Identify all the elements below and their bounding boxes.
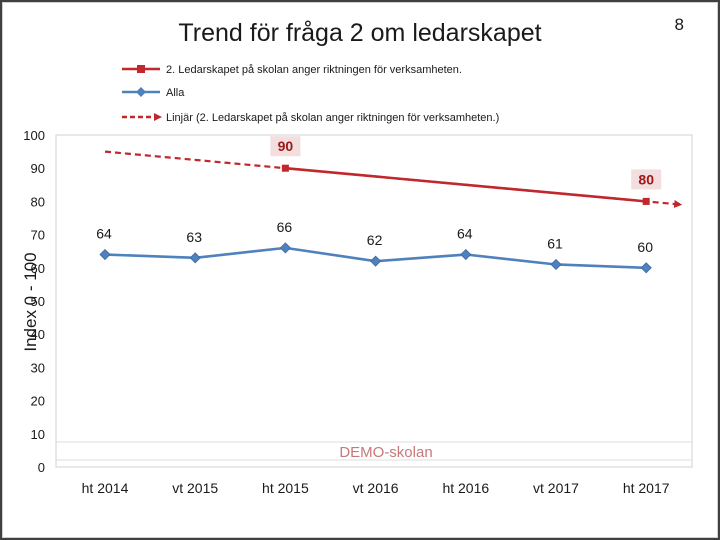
legend-label-alla: Alla (166, 87, 185, 99)
demo-annotation: DEMO-skolan (339, 444, 432, 461)
data-label-question: 80 (638, 171, 654, 187)
y-axis-label: Index 0 - 100 (21, 252, 40, 351)
series-alla-point (370, 255, 382, 267)
series-question-line (285, 166, 647, 203)
data-label-alla: 61 (547, 235, 563, 251)
data-label-alla: 64 (96, 226, 112, 242)
series-question-point (642, 197, 650, 205)
chart-title: Trend för fråga 2 om ledarskapet (178, 19, 541, 47)
data-labels: 90 80 64 63 66 62 64 61 60 (96, 136, 662, 255)
series-alla-point (99, 248, 111, 261)
x-ticks: ht 2014 vt 2015 ht 2015 vt 2016 ht 2016 vt 20… (82, 480, 670, 496)
x-tick-label: ht 2017 (623, 480, 670, 496)
y-tick-label: 70 (31, 228, 45, 243)
y-tick-label: 10 (31, 427, 45, 442)
series-question-point (281, 164, 289, 172)
y-tick-label: 80 (31, 194, 45, 209)
series-alla-point (550, 258, 562, 271)
y-tick-label: 20 (31, 394, 45, 409)
series-alla-point (189, 252, 201, 264)
y-tick-label: 90 (31, 161, 45, 176)
plot-area (55, 134, 693, 468)
legend-arrow-trend (154, 113, 162, 121)
legend-label-series: 2. Ledarskapet på skolan anger riktninge… (166, 64, 462, 76)
y-tick-label: 100 (23, 128, 45, 143)
x-tick-label: vt 2015 (172, 480, 218, 496)
legend-label-trend: Linjär (2. Ledarskapet på skolan anger r… (166, 112, 499, 124)
data-label-alla: 66 (277, 219, 293, 235)
data-label-bg (631, 169, 662, 190)
y-tick-label: 60 (31, 261, 45, 276)
data-label-alla: 63 (186, 229, 202, 245)
x-tick-label: vt 2017 (533, 480, 579, 496)
legend: 2. Ledarskapet på skolan anger riktninge… (122, 64, 499, 124)
x-tick-label: vt 2016 (353, 480, 399, 496)
series-layer (99, 150, 683, 274)
data-label-question: 90 (278, 138, 294, 154)
series-alla-point (279, 242, 291, 254)
data-label-alla: 64 (457, 226, 473, 242)
y-tick-label: 40 (31, 327, 45, 342)
y-tick-label: 30 (31, 360, 45, 375)
y-tick-label: 0 (38, 460, 45, 475)
page-number: 8 (675, 15, 684, 34)
data-label-alla: 60 (637, 239, 653, 255)
x-tick-label: ht 2014 (82, 480, 129, 496)
series-alla-point (460, 248, 472, 261)
legend-marker-series (137, 65, 145, 73)
x-tick-label: ht 2016 (442, 480, 489, 496)
series-alla-point (640, 262, 652, 274)
x-tick-label: ht 2015 (262, 480, 309, 496)
legend-marker-alla (136, 87, 146, 97)
data-label-alla: 62 (367, 232, 383, 248)
y-ticks: 0 10 20 30 40 50 60 70 80 90 100 (23, 128, 45, 475)
y-tick-label: 50 (31, 294, 45, 309)
data-label-bg (270, 136, 301, 157)
